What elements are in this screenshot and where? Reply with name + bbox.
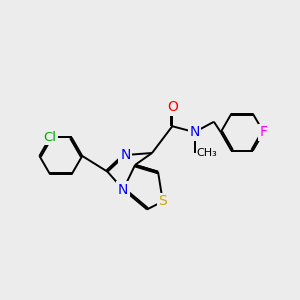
Text: F: F <box>260 125 268 139</box>
Text: N: N <box>118 182 128 197</box>
Text: S: S <box>158 194 167 208</box>
Text: CH₃: CH₃ <box>196 148 217 158</box>
Text: Cl: Cl <box>44 131 57 144</box>
Text: O: O <box>167 100 178 114</box>
Text: N: N <box>120 148 130 162</box>
Text: N: N <box>189 125 200 139</box>
